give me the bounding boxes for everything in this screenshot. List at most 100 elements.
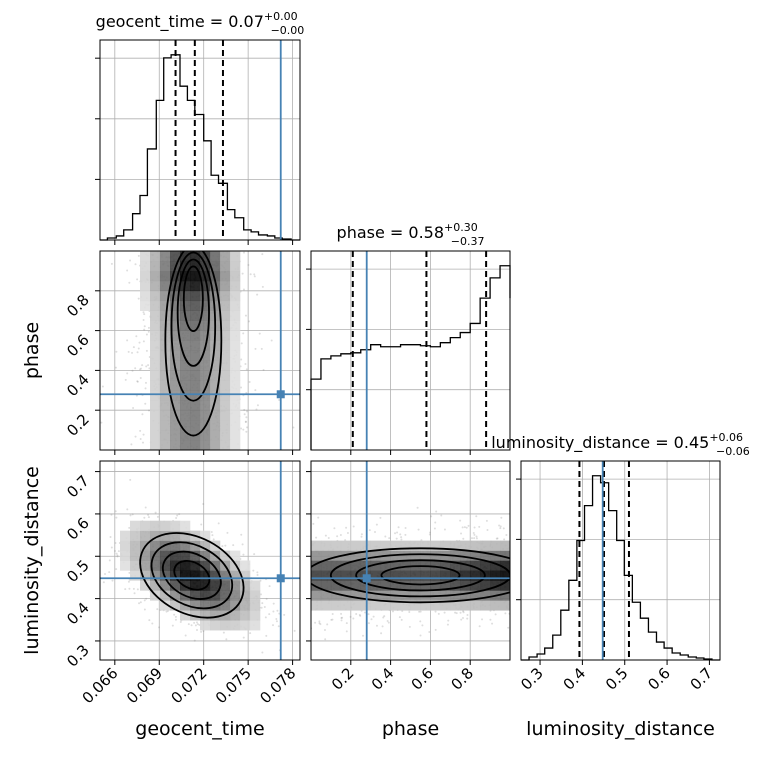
density-cell xyxy=(190,580,201,591)
sample-point xyxy=(418,610,421,613)
sample-point xyxy=(388,537,391,540)
sample-point xyxy=(115,552,118,555)
sample-point xyxy=(256,571,259,574)
density-cell xyxy=(140,580,151,591)
sample-point xyxy=(367,622,370,625)
density-cell xyxy=(230,590,241,601)
density-cell xyxy=(150,350,161,361)
sample-point xyxy=(244,420,247,423)
density-cell xyxy=(240,560,251,571)
sample-point xyxy=(461,526,464,529)
density-cell xyxy=(340,570,352,581)
density-cell xyxy=(330,600,342,611)
density-cell xyxy=(150,410,161,421)
sample-point xyxy=(139,437,142,440)
sample-point xyxy=(139,376,142,379)
sample-point xyxy=(136,380,139,383)
sample-point xyxy=(428,533,431,536)
density-cell xyxy=(440,600,451,611)
sample-point xyxy=(256,293,259,296)
sample-point xyxy=(184,634,187,637)
sample-point xyxy=(462,611,465,614)
density-cell xyxy=(150,360,161,371)
sample-point xyxy=(428,631,431,634)
sample-point xyxy=(446,623,449,626)
density-cell xyxy=(180,360,191,371)
density-cell xyxy=(200,610,211,621)
density-cell xyxy=(340,560,352,571)
density-cell xyxy=(200,290,211,302)
sample-point xyxy=(240,386,243,389)
density-cell xyxy=(490,560,501,571)
density-cell xyxy=(250,610,261,621)
density-cell xyxy=(170,390,181,401)
sample-point xyxy=(252,569,255,572)
density-cell xyxy=(180,320,191,331)
sample-point xyxy=(258,332,261,335)
y-axis-label-phase: phase xyxy=(21,322,43,379)
sample-point xyxy=(243,408,246,411)
sample-point xyxy=(131,513,134,516)
density-cell xyxy=(200,550,211,561)
sample-point xyxy=(138,341,141,344)
density-cell xyxy=(140,550,151,561)
density-cell xyxy=(400,560,411,571)
density-cell xyxy=(220,390,231,401)
density-cell xyxy=(150,380,161,391)
density-cell xyxy=(170,380,181,391)
sample-point xyxy=(318,622,321,625)
sample-point xyxy=(268,585,271,588)
sample-point xyxy=(254,347,257,350)
density-cell xyxy=(230,290,241,302)
density-cell xyxy=(230,260,241,272)
sample-point xyxy=(130,443,133,446)
density-cell xyxy=(380,540,391,551)
density-cell xyxy=(250,590,261,601)
sample-point xyxy=(272,610,275,613)
sample-point xyxy=(256,404,259,407)
density-cell xyxy=(230,430,241,441)
sample-point xyxy=(460,618,463,621)
density-cell xyxy=(190,560,201,571)
title-minus: −0.00 xyxy=(271,24,305,37)
sample-point xyxy=(247,320,250,323)
density-cell xyxy=(240,600,251,611)
density-cell xyxy=(170,590,181,601)
sample-point xyxy=(242,251,245,254)
density-cell xyxy=(250,620,261,631)
density-cell xyxy=(130,560,141,571)
sample-point xyxy=(253,275,256,278)
density-cell xyxy=(150,530,161,541)
sample-point xyxy=(502,527,505,530)
density-cell xyxy=(180,570,191,581)
density-cell xyxy=(230,330,241,341)
x-tick-label: 0.072 xyxy=(167,664,210,707)
density-cell xyxy=(150,390,161,401)
sample-point xyxy=(116,554,119,557)
sample-point xyxy=(447,619,450,622)
density-cell xyxy=(170,420,181,431)
density-cell xyxy=(130,550,141,561)
sample-point xyxy=(367,613,370,616)
panel-inner xyxy=(102,478,296,654)
sample-point xyxy=(382,616,385,619)
sample-point xyxy=(222,631,225,634)
density-cell xyxy=(190,440,201,450)
density-cell xyxy=(210,430,221,441)
density-cell xyxy=(160,370,171,381)
sample-point xyxy=(434,628,437,631)
sample-point xyxy=(193,639,196,642)
density-cell xyxy=(190,310,201,321)
sample-point xyxy=(131,369,134,372)
density-cell xyxy=(430,560,441,571)
sample-point xyxy=(400,538,403,541)
truth-marker xyxy=(362,574,371,583)
density-cell xyxy=(230,610,241,621)
density-cell xyxy=(500,600,510,611)
density-cell xyxy=(190,290,201,302)
density-cell xyxy=(190,350,201,361)
sample-point xyxy=(113,549,116,552)
density-cell xyxy=(230,270,241,282)
density-cell xyxy=(230,310,241,321)
sample-point xyxy=(459,611,462,614)
